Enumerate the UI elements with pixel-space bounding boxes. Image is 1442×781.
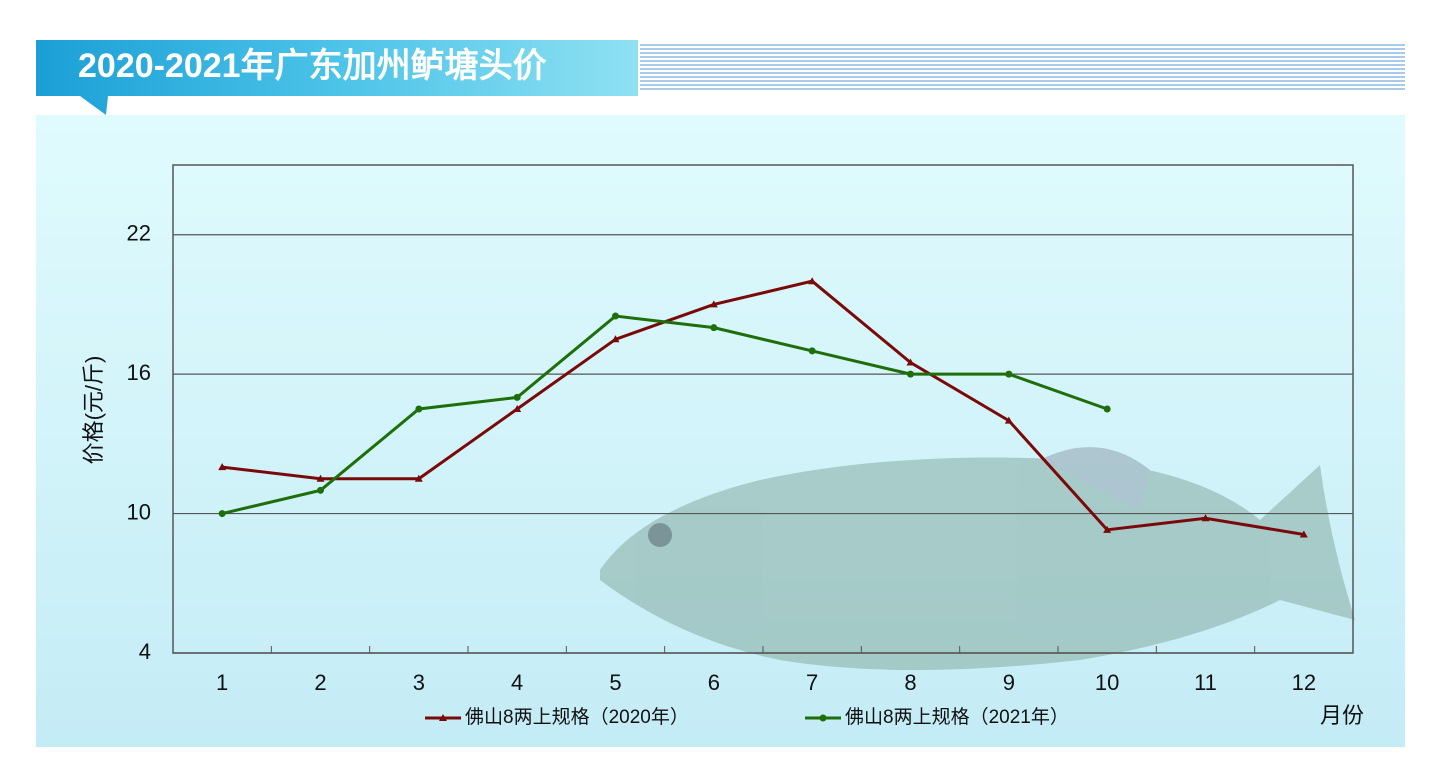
x-tick-label: 2 bbox=[314, 670, 326, 695]
point bbox=[317, 486, 324, 494]
point bbox=[1004, 416, 1013, 424]
series-line bbox=[221, 279, 1305, 536]
y-axis-label: 价格(元/斤) bbox=[81, 356, 106, 465]
point bbox=[808, 347, 816, 355]
x-tick-label: 10 bbox=[1095, 670, 1119, 695]
point bbox=[1103, 525, 1112, 533]
x-tick-label: 4 bbox=[511, 670, 523, 695]
chart-title: 2020-2021年广东加州鲈塘头价 bbox=[78, 46, 547, 85]
legend-marker bbox=[819, 714, 827, 722]
x-tick-label: 7 bbox=[806, 670, 818, 695]
x-tick-label: 5 bbox=[609, 670, 621, 695]
y-tick-label: 22 bbox=[127, 221, 151, 246]
point bbox=[513, 405, 522, 412]
point bbox=[414, 474, 423, 482]
point bbox=[415, 405, 423, 413]
legend-label: 佛山8两上规格（2020年） bbox=[465, 706, 689, 728]
point bbox=[218, 510, 226, 518]
x-tick-label: 8 bbox=[904, 670, 916, 695]
series-line bbox=[221, 314, 1108, 516]
x-tick-label: 1 bbox=[216, 670, 228, 695]
point bbox=[1005, 370, 1013, 378]
panel bbox=[36, 115, 1405, 747]
x-tick-label: 12 bbox=[1292, 670, 1316, 695]
x-tick-label: 3 bbox=[413, 670, 425, 695]
legend-label: 佛山8两上规格（2021年） bbox=[845, 706, 1069, 728]
point bbox=[1103, 405, 1111, 413]
point bbox=[710, 324, 718, 332]
x-axis-label: 月份 bbox=[1320, 703, 1364, 728]
point bbox=[808, 277, 817, 285]
y-tick-label: 4 bbox=[139, 639, 151, 664]
legend-marker bbox=[439, 714, 447, 721]
title-banner bbox=[36, 40, 638, 115]
point bbox=[906, 358, 915, 366]
y-tick-label: 16 bbox=[127, 360, 151, 385]
point bbox=[611, 335, 620, 343]
point bbox=[709, 300, 718, 308]
point bbox=[316, 474, 325, 482]
x-tick-label: 6 bbox=[708, 670, 720, 695]
fish-illustration bbox=[600, 447, 1355, 670]
point bbox=[612, 312, 619, 320]
point bbox=[513, 393, 521, 401]
x-tick-label: 11 bbox=[1194, 670, 1217, 695]
point bbox=[218, 463, 227, 471]
header-stripes bbox=[640, 42, 1405, 90]
point bbox=[1201, 514, 1210, 522]
x-tick-label: 9 bbox=[1003, 670, 1015, 695]
point bbox=[1299, 530, 1308, 538]
point bbox=[907, 370, 914, 378]
y-tick-label: 10 bbox=[127, 499, 151, 524]
